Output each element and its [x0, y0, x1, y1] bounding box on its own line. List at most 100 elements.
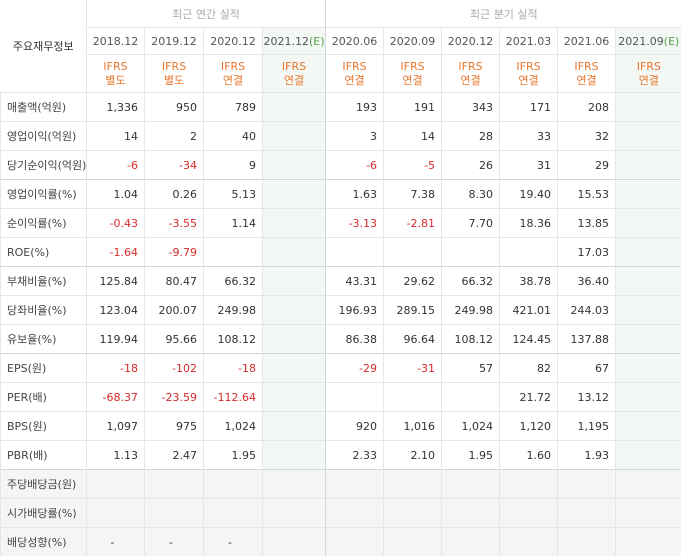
table-cell: 244.03 — [557, 295, 616, 325]
table-cell: -23.59 — [144, 382, 204, 412]
table-cell: 108.12 — [203, 324, 263, 354]
table-cell — [261, 150, 326, 180]
table-title: 주요재무정보 — [12, 40, 74, 53]
table-cell: 1,336 — [86, 92, 145, 122]
accounting-standard: IFRS 연결 — [203, 54, 263, 93]
table-cell: -3.55 — [144, 208, 204, 238]
table-cell — [261, 411, 326, 441]
period-header: 2021.03 — [499, 27, 558, 55]
table-cell: -9.79 — [144, 237, 204, 267]
table-cell: 7.38 — [383, 179, 442, 209]
table-cell: 7.70 — [441, 208, 500, 238]
row-label: 영업이익률(%) — [0, 179, 87, 209]
table-row: 시가배당률(%) — [0, 498, 681, 528]
group-header-annual: 최근 연간 실적 — [85, 0, 326, 28]
table-cell: -0.43 — [86, 208, 145, 238]
table-cell: -112.64 — [203, 382, 263, 412]
row-label: 순이익률(%) — [0, 208, 87, 238]
accounting-standard: IFRS 연결 — [325, 54, 384, 93]
table-cell: 950 — [144, 92, 204, 122]
table-cell: 40 — [203, 121, 263, 151]
table-cell — [615, 266, 681, 296]
table-cell — [499, 527, 558, 556]
table-cell — [615, 179, 681, 209]
table-cell: 36.40 — [557, 266, 616, 296]
table-cell: 14 — [86, 121, 145, 151]
table-cell: 191 — [383, 92, 442, 122]
table-cell — [499, 237, 558, 267]
row-label: ROE(%) — [0, 237, 87, 267]
table-cell: 975 — [144, 411, 204, 441]
table-cell — [499, 469, 558, 499]
table-cell — [203, 237, 263, 267]
table-cell — [383, 469, 442, 499]
table-row: PER(배) -68.37 -23.59 -112.64 21.72 13.12 — [0, 382, 681, 412]
table-cell: 1,024 — [203, 411, 263, 441]
period-header: 2018.12 — [86, 27, 145, 55]
table-cell: 1.13 — [86, 440, 145, 470]
table-cell — [383, 527, 442, 556]
table-cell: -31 — [383, 353, 442, 383]
row-label: BPS(원) — [0, 411, 87, 441]
table-cell — [441, 237, 500, 267]
accounting-standard: IFRS 연결 — [557, 54, 616, 93]
table-cell: 2 — [144, 121, 204, 151]
table-cell: - — [144, 527, 204, 556]
table-cell: 249.98 — [441, 295, 500, 325]
table-cell: 33 — [499, 121, 558, 151]
table-cell — [261, 440, 326, 470]
table-cell — [261, 324, 326, 354]
estimate-marker: (E) — [663, 34, 680, 48]
period-header: 2020.06 — [325, 27, 384, 55]
table-cell: 3 — [325, 121, 384, 151]
table-cell: 1.60 — [499, 440, 558, 470]
table-row: 유보율(%) 119.94 95.66 108.12 86.38 96.64 108.12 1… — [0, 324, 681, 354]
accounting-standard: IFRS 연결 — [383, 54, 442, 93]
table-cell: 19.40 — [499, 179, 558, 209]
table-cell — [615, 382, 681, 412]
row-label: EPS(원) — [0, 353, 87, 383]
table-cell: 193 — [325, 92, 384, 122]
table-cell: 8.30 — [441, 179, 500, 209]
table-cell — [615, 237, 681, 267]
accounting-standard: IFRS 별도 — [86, 54, 145, 93]
table-cell — [261, 92, 326, 122]
accounting-standard: IFRS 연결 — [499, 54, 558, 93]
period-header: 2020.12 — [203, 27, 263, 55]
table-cell — [615, 469, 681, 499]
row-label: 영업이익(억원) — [0, 121, 87, 151]
table-cell — [261, 237, 326, 267]
table-cell: 26 — [441, 150, 500, 180]
table-cell — [615, 150, 681, 180]
table-cell — [441, 469, 500, 499]
table-cell: -2.81 — [383, 208, 442, 238]
table-cell — [261, 527, 326, 556]
table-cell: 1,120 — [499, 411, 558, 441]
table-cell: 17.03 — [557, 237, 616, 267]
table-cell: 249.98 — [203, 295, 263, 325]
table-cell: -68.37 — [86, 382, 145, 412]
table-cell: -1.64 — [86, 237, 145, 267]
table-cell: 86.38 — [325, 324, 384, 354]
table-cell: 124.45 — [499, 324, 558, 354]
table-cell: - — [203, 527, 263, 556]
period-header: 2021.06 — [557, 27, 616, 55]
table-row: 당좌비율(%) 123.04 200.07 249.98 196.93 289.15 249… — [0, 295, 681, 325]
table-cell: 95.66 — [144, 324, 204, 354]
accounting-standard: IFRS 연결 — [261, 54, 326, 93]
table-cell — [615, 353, 681, 383]
table-cell: 66.32 — [203, 266, 263, 296]
table-cell: -102 — [144, 353, 204, 383]
table-cell: 289.15 — [383, 295, 442, 325]
table-row: 매출액(억원) 1,336 950 789 193 191 343 171 208 — [0, 92, 681, 122]
row-label: 당좌비율(%) — [0, 295, 87, 325]
table-cell: 1,024 — [441, 411, 500, 441]
table-cell: -18 — [86, 353, 145, 383]
row-label: PER(배) — [0, 382, 87, 412]
table-row: 영업이익(억원) 14 2 40 3 14 28 33 32 — [0, 121, 681, 151]
table-cell: 1,195 — [557, 411, 616, 441]
table-row: 당기순이익(억원) -6 -34 9 -6 -5 26 31 29 — [0, 150, 681, 180]
table-cell: 82 — [499, 353, 558, 383]
table-cell: 67 — [557, 353, 616, 383]
